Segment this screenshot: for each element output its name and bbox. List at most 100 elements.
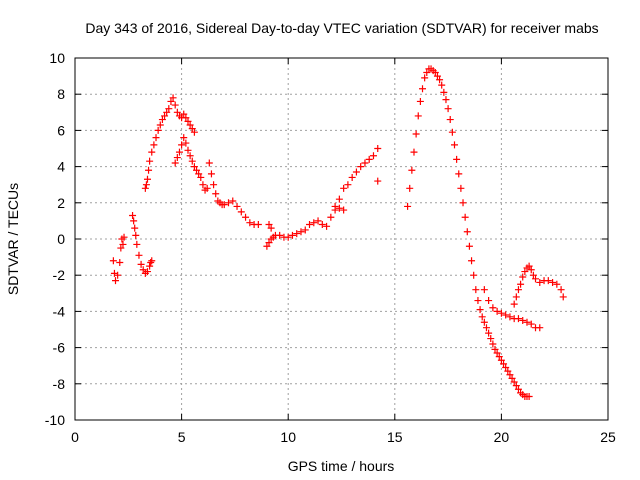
data-point (229, 197, 237, 205)
y-tick-label: 0 (57, 231, 65, 247)
data-point (139, 266, 147, 274)
data-point (497, 356, 505, 364)
data-point (553, 280, 561, 288)
data-point (519, 316, 527, 324)
data-point (369, 152, 377, 160)
data-point (109, 257, 117, 265)
data-point (514, 385, 522, 393)
x-tick-label: 10 (280, 429, 296, 445)
data-point (453, 155, 461, 163)
data-point (265, 221, 273, 229)
x-tick-labels: 0 5 10 15 20 25 (71, 429, 616, 445)
data-point (482, 324, 490, 332)
y-tick-labels: -10 -8 -6 -4 -2 0 2 4 6 8 10 (45, 50, 65, 428)
data-point (508, 374, 516, 382)
data-point (173, 108, 181, 116)
data-point (131, 224, 139, 232)
data-point (491, 345, 499, 353)
data-point (167, 97, 175, 105)
y-tick-label: 8 (57, 86, 65, 102)
data-point (265, 239, 273, 247)
data-point (190, 128, 198, 136)
data-point (267, 224, 275, 232)
data-point (171, 159, 179, 167)
data-point (161, 112, 169, 120)
data-point (130, 217, 138, 225)
data-point (374, 145, 382, 152)
data-point (485, 329, 493, 337)
data-point (169, 94, 177, 102)
data-point (410, 148, 418, 156)
data-point (431, 68, 439, 76)
y-tick-label: 10 (49, 50, 65, 66)
data-point (446, 116, 454, 124)
data-point (143, 268, 151, 276)
data-point (500, 360, 508, 368)
data-point (472, 286, 480, 294)
x-tick-label: 5 (178, 429, 186, 445)
data-point (148, 257, 156, 265)
data-point (557, 286, 565, 294)
grid-lines (75, 58, 608, 420)
data-point (158, 116, 166, 124)
data-point (112, 277, 120, 285)
data-point (331, 202, 339, 210)
data-point (212, 190, 220, 198)
data-point (306, 221, 314, 229)
y-tick-label: 2 (57, 195, 65, 211)
data-point (165, 105, 173, 113)
data-point (416, 97, 424, 105)
data-point (461, 213, 469, 221)
data-point (146, 262, 154, 270)
data-point (506, 313, 514, 321)
y-tick-label: -8 (53, 376, 66, 392)
series-arc3 (141, 94, 198, 192)
data-point (502, 311, 510, 319)
y-tick-label: 4 (57, 159, 65, 175)
data-point (455, 170, 463, 178)
data-point (465, 242, 473, 250)
data-point (141, 184, 149, 192)
data-point (438, 81, 446, 89)
data-point (559, 293, 567, 301)
data-point (514, 286, 522, 294)
data-point (480, 286, 488, 294)
data-point (195, 170, 203, 178)
data-point (137, 260, 145, 268)
data-point (476, 306, 484, 314)
data-point (361, 159, 369, 167)
data-point (233, 202, 241, 210)
data-point (142, 181, 150, 189)
data-point (352, 168, 360, 176)
data-point (163, 108, 171, 116)
data-point (293, 230, 301, 238)
data-point (180, 110, 188, 118)
data-point (154, 126, 162, 134)
data-point (504, 367, 512, 375)
data-point (117, 244, 125, 252)
series-arc9 (510, 262, 567, 308)
data-point (423, 68, 431, 76)
data-point (440, 88, 448, 96)
y-axis-label: SDTVAR / TECUs (5, 183, 21, 295)
data-point (457, 184, 465, 192)
x-tick-label: 15 (387, 429, 403, 445)
data-point (120, 233, 128, 241)
data-point (470, 271, 478, 279)
series-arc5 (263, 145, 382, 250)
data-point (145, 166, 153, 174)
data-point (433, 72, 441, 80)
data-point (171, 101, 179, 109)
data-point (323, 222, 331, 230)
data-point (263, 242, 271, 250)
data-point (404, 202, 412, 210)
data-point (276, 231, 284, 239)
data-point (146, 157, 154, 165)
data-point (114, 271, 122, 279)
data-point (536, 278, 544, 286)
data-point (184, 146, 192, 154)
data-point (497, 309, 505, 317)
data-point (182, 139, 190, 147)
data-point (436, 76, 444, 84)
data-point (156, 121, 164, 129)
